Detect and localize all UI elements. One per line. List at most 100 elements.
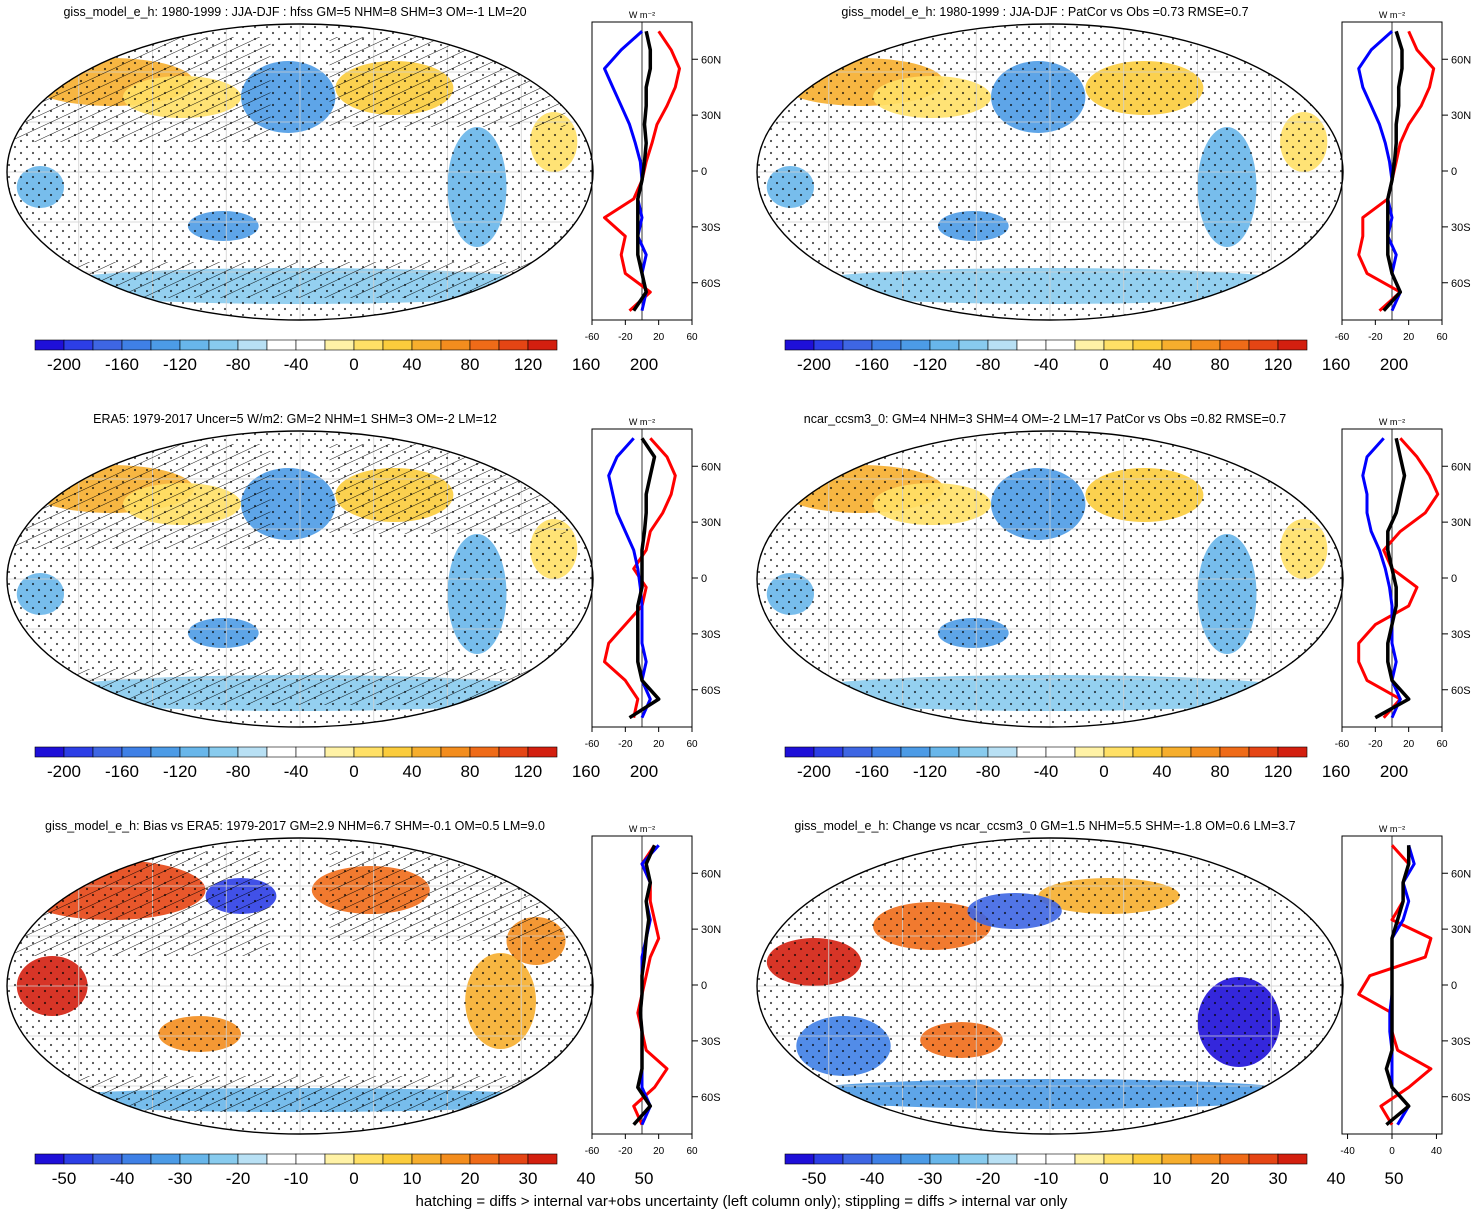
colorbar-swatch (266, 746, 297, 758)
colorbar-swatch (266, 339, 297, 351)
colorbar-label: -200 (797, 355, 831, 374)
zonal-profile: W m⁻² 60N 30N 0 30S 60S -60 -20 20 60 (585, 417, 721, 750)
hatching (329, 444, 566, 534)
lat-tick-label: 30S (1451, 629, 1471, 641)
profile-series-line (632, 30, 653, 312)
colorbar-swatch (498, 1153, 529, 1165)
x-tick-label: 20 (653, 332, 665, 343)
colorbar-label: 0 (1099, 355, 1108, 374)
lat-tick-label: 60N (701, 54, 721, 66)
colorbar-swatch (958, 339, 989, 351)
colorbar-label: 40 (577, 1169, 596, 1188)
lat-tick-label: 0 (701, 980, 707, 992)
colorbar-swatch (784, 1153, 815, 1165)
profile-series-line (1361, 437, 1402, 719)
colorbar-swatch (266, 1153, 297, 1165)
colorbar-label: 20 (1211, 1169, 1230, 1188)
panel-a: giss_model_e_h: 1980-1999 : JJA-DJF : hf… (6, 5, 721, 374)
panel-title: giss_model_e_h: 1980-1999 : JJA-DJF : hf… (63, 5, 526, 19)
colorbar-swatch (527, 339, 558, 351)
colorbar-swatch (295, 339, 326, 351)
colorbar-swatch (237, 1153, 268, 1165)
colorbar-swatch (813, 1153, 844, 1165)
lat-tick-label: 30S (1451, 222, 1471, 234)
colorbar-label: 160 (572, 355, 600, 374)
colorbar-swatch (1161, 746, 1192, 758)
lat-tick-label: 30S (1451, 1036, 1471, 1048)
colorbar-label: -30 (168, 1169, 193, 1188)
colorbar-swatch (900, 746, 931, 758)
colorbar-swatch (842, 339, 873, 351)
lat-tick-label: 60S (701, 278, 721, 290)
colorbar-swatch (1161, 1153, 1192, 1165)
colorbar-label: 40 (1153, 762, 1172, 781)
colorbar-swatch (121, 1153, 152, 1165)
colorbar-swatch (121, 339, 152, 351)
colorbar-label: 0 (1099, 762, 1108, 781)
colorbar-label: -200 (47, 762, 81, 781)
colorbar-label: 30 (1269, 1169, 1288, 1188)
x-tick-label: 60 (686, 739, 698, 750)
lat-tick-label: 30S (701, 222, 721, 234)
colorbar-label: 0 (349, 1169, 358, 1188)
colorbar-swatch (1277, 339, 1308, 351)
profile-series-line (1384, 845, 1411, 1127)
lat-tick-label: 30S (701, 629, 721, 641)
profile-series-line (1357, 30, 1402, 312)
colorbar-swatch (34, 746, 65, 758)
colorbar-label: 30 (519, 1169, 538, 1188)
panel-f: giss_model_e_h: Change vs ncar_ccsm3_0 G… (756, 819, 1471, 1188)
colorbar-swatch (63, 1153, 94, 1165)
lat-tick-label: 0 (1451, 166, 1457, 178)
colorbar-swatch (1132, 746, 1163, 758)
colorbar-label: -80 (976, 762, 1001, 781)
profile-series-line (628, 437, 661, 720)
colorbar-label: 200 (1380, 355, 1408, 374)
panel-title: ncar_ccsm3_0: GM=4 NHM=3 SHM=4 OM=-2 LM=… (804, 412, 1287, 426)
colorbar-swatch (1219, 746, 1250, 758)
colorbar-swatch (1190, 1153, 1221, 1165)
colorbar-swatch (987, 1153, 1018, 1165)
panel-b: giss_model_e_h: 1980-1999 : JJA-DJF : Pa… (756, 5, 1471, 374)
colorbar-label: -160 (105, 762, 139, 781)
profile-series-line (632, 844, 669, 1126)
lat-tick-label: 60S (701, 1092, 721, 1104)
map-border (6, 837, 594, 1135)
colorbar-label: 80 (1211, 355, 1230, 374)
zonal-profile: W m⁻² 60N 30N 0 30S 60S -40 0 40 (1340, 824, 1471, 1157)
colorbar-label: -200 (797, 762, 831, 781)
colorbar-swatch (871, 339, 902, 351)
colorbar-swatch (1248, 1153, 1279, 1165)
colorbar-label: 0 (1099, 1169, 1108, 1188)
colorbar-label: 50 (635, 1169, 654, 1188)
map-area (757, 838, 1343, 1134)
colorbar-label: 10 (403, 1169, 422, 1188)
colorbar-label: 120 (1264, 355, 1292, 374)
colorbar-label: 160 (1322, 762, 1350, 781)
colorbar-swatch (1219, 339, 1250, 351)
x-tick-label: 40 (1431, 1146, 1443, 1157)
x-tick-label: 0 (1389, 1146, 1395, 1157)
colorbar-swatch (1045, 746, 1076, 758)
panel-title: ERA5: 1979-2017 Uncer=5 W/m2: GM=2 NHM=1… (93, 412, 497, 426)
colorbar-swatch (1103, 1153, 1134, 1165)
colorbar-label: -40 (860, 1169, 885, 1188)
colorbar-label: 40 (1327, 1169, 1346, 1188)
colorbar-label: -10 (284, 1169, 309, 1188)
colorbar-swatch (929, 1153, 960, 1165)
colorbar-swatch (382, 339, 413, 351)
stippling (757, 24, 1343, 320)
colorbar-swatch (469, 746, 500, 758)
x-tick-label: -20 (618, 1146, 633, 1157)
lat-tick-label: 60N (701, 461, 721, 473)
colorbar-label: 20 (461, 1169, 480, 1188)
colorbar-swatch (900, 1153, 931, 1165)
colorbar-swatch (1074, 1153, 1105, 1165)
colorbar-swatch (1016, 746, 1047, 758)
colorbar-label: 0 (349, 762, 358, 781)
colorbar-label: -120 (913, 355, 947, 374)
profile-unit: W m⁻² (1379, 417, 1405, 427)
colorbar-swatch (527, 746, 558, 758)
panel-d: ncar_ccsm3_0: GM=4 NHM=3 SHM=4 OM=-2 LM=… (756, 412, 1471, 781)
colorbar-swatch (1045, 339, 1076, 351)
